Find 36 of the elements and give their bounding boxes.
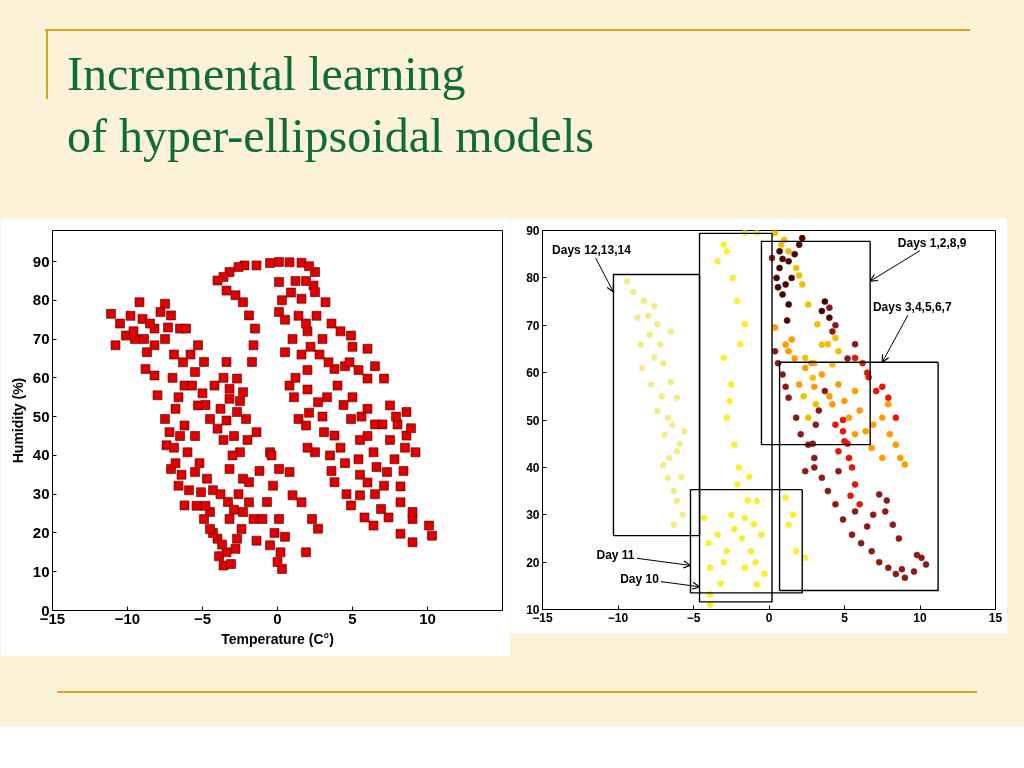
x-tick-label: −10: [114, 609, 141, 627]
x-tick-label: 15: [988, 610, 1003, 625]
x-tick-label: −5: [193, 609, 212, 627]
annotation: Days 3,4,5,6,7: [872, 300, 952, 315]
y-tick-label: 10: [32, 562, 50, 580]
annotation: Day 11: [596, 548, 635, 563]
x-tick-label: −10: [607, 610, 629, 625]
x-tick-label: 5: [841, 610, 849, 625]
y-tick-label: 40: [526, 460, 540, 475]
x-tick-label: 5: [348, 609, 357, 627]
y-tick-label: 20: [32, 523, 50, 541]
chart-title: Incremental learning of hyper-ellipsoidal models: [67, 46, 594, 164]
annotation: Day 10: [620, 571, 660, 586]
x-tick-label: −5: [686, 610, 701, 625]
y-tick-label: 30: [526, 508, 540, 523]
x-tick-label: 0: [273, 609, 282, 627]
y-tick-label: 60: [526, 366, 540, 381]
x-axis-title: Temperature (C°): [221, 630, 334, 647]
x-tick-label: 0: [765, 610, 773, 625]
y-tick-label: 30: [32, 485, 50, 503]
annotation: Days 12,13,14: [552, 243, 632, 258]
y-tick-label: 40: [32, 446, 50, 464]
y-tick-label: 90: [32, 252, 50, 270]
y-tick-label: 50: [32, 407, 50, 425]
y-tick-label: 80: [526, 271, 540, 286]
x-tick-label: 10: [419, 609, 436, 627]
y-tick-label: 90: [526, 224, 540, 238]
y-tick-label: 80: [32, 291, 50, 309]
y-tick-label: 50: [526, 413, 540, 428]
y-tick-label: 20: [526, 555, 540, 570]
y-tick-label: 70: [32, 330, 50, 348]
y-tick-label: 60: [32, 368, 50, 386]
y-axis-title: Humidity (%): [9, 377, 26, 464]
x-tick-label: 10: [913, 610, 927, 625]
annotation: Days 1,2,8,9: [897, 236, 967, 251]
y-tick-label: 70: [526, 318, 540, 333]
